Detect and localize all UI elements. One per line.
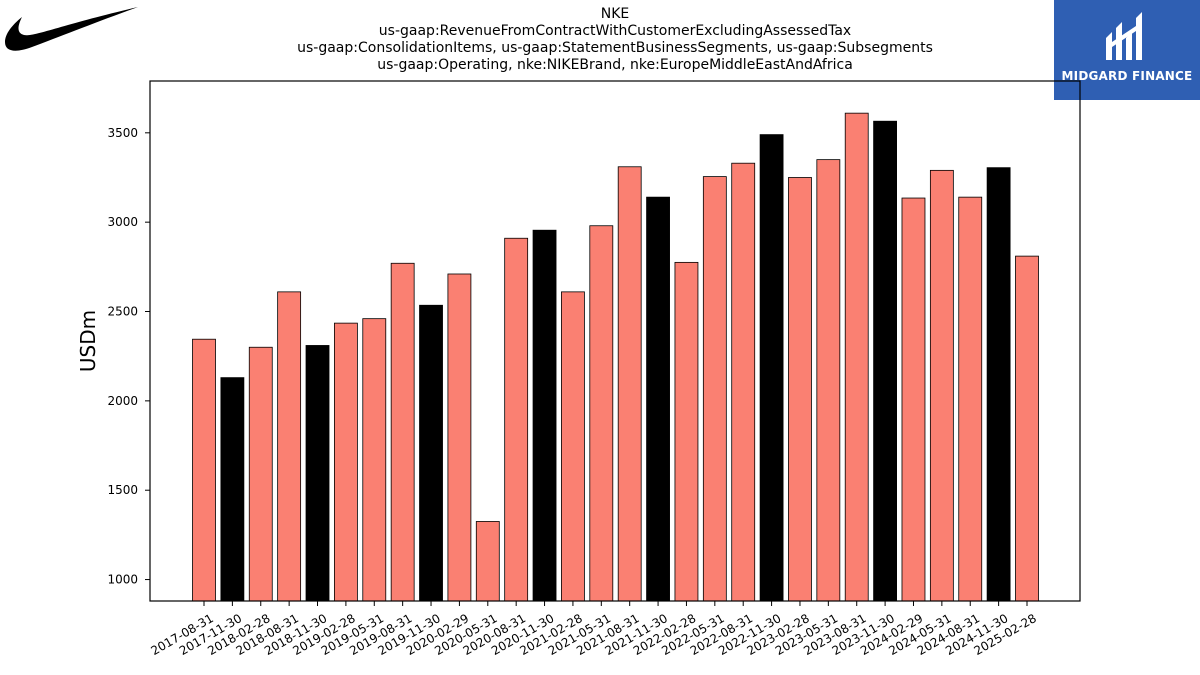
y-tick-label: 1500 <box>107 483 138 497</box>
bar-2022-08-31 <box>731 162 756 602</box>
bar-2017-11-30 <box>220 377 245 602</box>
bar-2020-11-30 <box>532 229 557 602</box>
bar-2021-05-31 <box>589 225 614 602</box>
bar-2023-08-31 <box>844 112 869 602</box>
nike-swoosh-logo <box>5 7 138 51</box>
midgard-logo-text: MIDGARD FINANCE <box>1061 69 1193 83</box>
bar-2021-08-31 <box>617 166 642 602</box>
bar-2023-11-30 <box>873 120 897 602</box>
bar-2022-11-30 <box>759 134 784 602</box>
y-tick-label: 3000 <box>107 215 138 229</box>
bar-2019-02-28 <box>333 322 358 602</box>
midgard-finance-logo: MIDGARD FINANCE <box>1054 0 1200 100</box>
chart-title: NKE us-gaap:RevenueFromContractWithCusto… <box>150 6 1080 74</box>
bar-2024-02-29 <box>901 197 926 602</box>
bar-2019-05-31 <box>362 318 387 602</box>
bar-2020-02-29 <box>447 273 472 602</box>
bar-2018-11-30 <box>305 345 330 602</box>
midgard-mark-icon <box>1106 12 1142 60</box>
y-axis-label: USDm <box>76 310 100 372</box>
bar-2017-08-31 <box>192 338 216 602</box>
bar-2024-08-31 <box>958 196 983 602</box>
bar-2018-08-31 <box>277 291 302 602</box>
bar-2024-05-31 <box>929 169 954 602</box>
bar-2024-11-30 <box>986 167 1011 602</box>
title-line-1: NKE <box>600 6 630 22</box>
bar-2022-05-31 <box>702 176 727 602</box>
y-tick-label: 1000 <box>107 573 138 587</box>
bar-2023-05-31 <box>816 159 841 602</box>
y-tick-label: 3500 <box>107 126 138 140</box>
bar-2018-02-28 <box>248 346 273 602</box>
bar-2019-08-31 <box>390 262 415 602</box>
bar-2022-02-28 <box>674 261 699 602</box>
bar-2021-11-30 <box>646 196 670 602</box>
y-tick-label: 2500 <box>107 305 138 319</box>
bar-2021-02-28 <box>561 291 585 602</box>
title-line-2: us-gaap:RevenueFromContractWithCustomerE… <box>378 23 852 39</box>
bar-2020-08-31 <box>504 237 529 602</box>
bar-2019-11-30 <box>419 304 443 602</box>
bar-2025-02-28 <box>1015 255 1039 602</box>
title-line-3: us-gaap:ConsolidationItems, us-gaap:Stat… <box>297 40 933 56</box>
title-line-4: us-gaap:Operating, nke:NIKEBrand, nke:Eu… <box>377 57 853 73</box>
bar-2020-05-31 <box>475 521 500 602</box>
y-tick-label: 2000 <box>107 394 138 408</box>
bar-2023-02-28 <box>788 177 812 602</box>
plot-frame <box>149 80 1081 602</box>
